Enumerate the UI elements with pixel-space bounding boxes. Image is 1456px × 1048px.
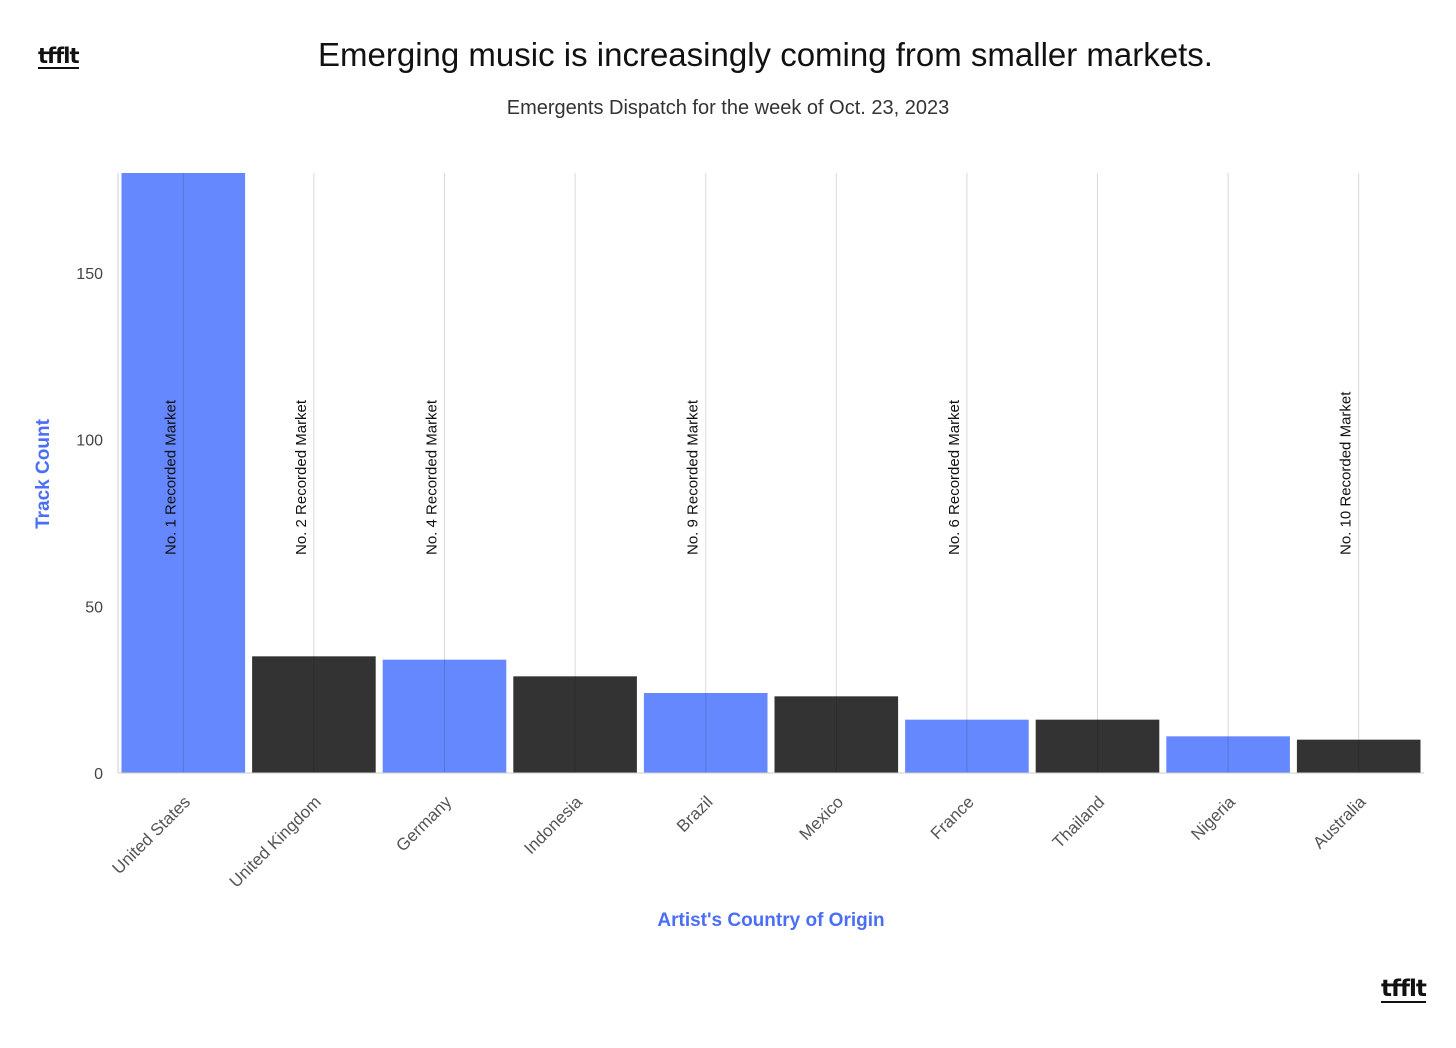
bar-7 bbox=[905, 719, 1029, 773]
x-tick-label: Mexico bbox=[796, 792, 848, 844]
annotation-label: No. 9 Recorded Market bbox=[685, 399, 702, 555]
bar-5 bbox=[643, 693, 768, 773]
chart-title: Emerging music is increasingly coming fr… bbox=[318, 36, 1213, 73]
bar-layer bbox=[121, 173, 1421, 773]
axis-layer: 0 50 100 150 bbox=[76, 173, 1424, 783]
x-tick-label: Nigeria bbox=[1187, 792, 1239, 844]
bar-8 bbox=[1035, 719, 1160, 773]
bar-1 bbox=[121, 173, 246, 773]
annotation-label: No. 2 Recorded Market bbox=[293, 399, 310, 555]
bar-4 bbox=[513, 676, 637, 773]
x-axis-title: Artist's Country of Origin bbox=[657, 910, 884, 931]
x-tick-label: Brazil bbox=[673, 792, 716, 835]
chart-subtitle: Emergents Dispatch for the week of Oct. … bbox=[506, 97, 950, 119]
y-axis-title: Track Count bbox=[33, 418, 54, 528]
y-tick-label: 150 bbox=[76, 266, 103, 283]
y-tick-label: 100 bbox=[76, 433, 103, 450]
y-tick-label: 0 bbox=[94, 766, 103, 783]
annotation-label: No. 6 Recorded Market bbox=[946, 399, 963, 555]
bar-9 bbox=[1166, 736, 1290, 773]
logo-top: tfflt bbox=[38, 44, 80, 69]
logo-bottom: tfflt bbox=[1381, 976, 1427, 1003]
bar-10 bbox=[1296, 739, 1421, 773]
x-tick-label: Thailand bbox=[1049, 792, 1109, 852]
annotation-line-layer bbox=[182, 173, 1360, 773]
x-tick-label: Australia bbox=[1309, 792, 1370, 853]
bar-2 bbox=[252, 656, 376, 773]
x-tick-label: Indonesia bbox=[520, 792, 586, 858]
x-tick-label: Germany bbox=[392, 792, 455, 855]
annotation-label: No. 10 Recorded Market bbox=[1338, 391, 1355, 555]
y-tick-label: 50 bbox=[85, 599, 103, 616]
bar-3 bbox=[382, 659, 507, 773]
bar-6 bbox=[774, 696, 899, 773]
label-layer: United States United Kingdom Germany Indone… bbox=[109, 391, 1370, 892]
annotation-label: No. 4 Recorded Market bbox=[424, 399, 441, 555]
x-tick-label: France bbox=[927, 792, 978, 843]
annotation-label: No. 1 Recorded Market bbox=[162, 399, 179, 555]
x-tick-label: United States bbox=[109, 792, 195, 878]
x-tick-label: United Kingdom bbox=[226, 792, 325, 891]
